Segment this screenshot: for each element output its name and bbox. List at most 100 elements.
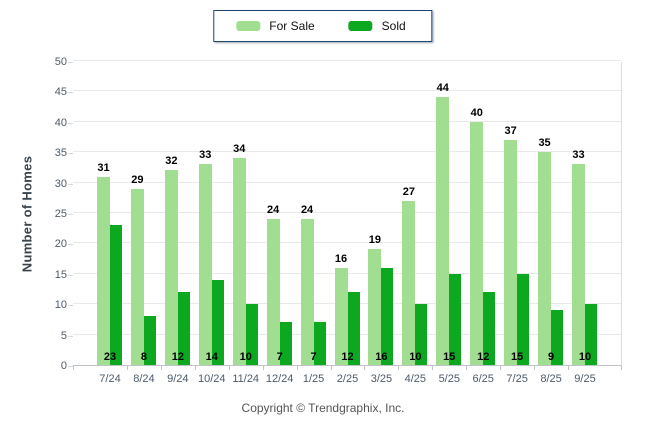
- gridline: [73, 151, 621, 153]
- sold-value-label: 10: [239, 351, 252, 363]
- y-axis-tick-label: 25: [54, 208, 67, 220]
- legend-swatch-icon: [348, 21, 373, 31]
- for-sale-value-label: 33: [572, 149, 585, 162]
- x-axis-tick: [296, 366, 298, 370]
- y-axis-tick-label: 30: [54, 177, 67, 190]
- x-axis-tick: [262, 366, 264, 370]
- for-sale-value-label: 19: [368, 234, 382, 247]
- y-axis-tick-label: 20: [54, 238, 67, 251]
- sold-bar: [483, 292, 496, 365]
- x-axis-tick: [126, 366, 128, 370]
- for-sale-value-label: 27: [402, 185, 415, 198]
- x-axis-tick: [621, 366, 622, 370]
- sold-bar: [313, 322, 326, 365]
- sold-value-label: 10: [578, 351, 592, 363]
- y-axis-tick: [68, 305, 73, 307]
- sold-bar: [517, 273, 530, 365]
- sold-bar: [110, 225, 122, 365]
- y-axis-tick: [68, 122, 73, 124]
- for-sale-value-label: 40: [470, 106, 483, 119]
- for-sale-bar: [538, 152, 552, 365]
- y-axis-tick-label: 40: [54, 116, 67, 129]
- for-sale-bar: [130, 188, 144, 365]
- x-axis-tick: [330, 366, 332, 370]
- x-axis-tick: [194, 366, 196, 370]
- x-axis-tick: [228, 366, 230, 370]
- for-sale-bar: [402, 200, 416, 365]
- for-sale-bar: [198, 164, 212, 365]
- sold-bar: [177, 292, 190, 365]
- y-axis-tick: [68, 153, 73, 155]
- sold-value-label: 23: [103, 351, 117, 363]
- x-axis-tick-label: 8/24: [133, 373, 155, 385]
- x-axis-tick-label: 6/25: [472, 373, 494, 385]
- x-axis-tick-label: 4/25: [404, 373, 427, 385]
- y-axis-tick-label: 35: [54, 147, 67, 160]
- sold-bar: [415, 304, 428, 365]
- for-sale-value-label: 34: [233, 143, 246, 156]
- y-axis-tick: [68, 183, 73, 185]
- x-axis-tick-label: 7/24: [99, 373, 121, 385]
- sold-value-label: 10: [409, 351, 422, 363]
- sold-value-label: 16: [375, 351, 388, 363]
- sold-value-label: 9: [548, 351, 555, 363]
- for-sale-bar: [436, 97, 450, 365]
- x-axis-tick: [432, 366, 434, 370]
- gridline: [73, 181, 621, 183]
- x-axis-tick-label: 7/25: [506, 373, 528, 385]
- for-sale-value-label: 37: [504, 125, 517, 138]
- for-sale-bar: [300, 219, 314, 365]
- sold-value-label: 12: [171, 351, 184, 363]
- x-axis-tick-label: 3/25: [370, 373, 393, 385]
- x-axis-tick: [568, 366, 570, 370]
- x-axis-tick-label: 2/25: [336, 373, 359, 385]
- for-sale-value-label: 24: [267, 204, 280, 217]
- y-axis-tick-label: 0: [60, 360, 67, 372]
- for-sale-value-label: 32: [165, 155, 178, 168]
- sold-bar: [211, 279, 224, 365]
- y-axis-tick-label: 45: [54, 86, 67, 99]
- x-axis-tick-label: 9/25: [574, 373, 596, 385]
- legend-label: Sold: [381, 19, 406, 33]
- x-axis-tick: [466, 366, 468, 370]
- x-axis-tick-label: 5/25: [438, 373, 460, 385]
- for-sale-bar: [470, 121, 484, 365]
- y-axis-tick-label: 10: [54, 299, 67, 312]
- x-axis-tick: [398, 366, 400, 370]
- sold-bar: [347, 292, 360, 365]
- sold-value-label: 12: [477, 351, 490, 363]
- for-sale-value-label: 33: [199, 149, 212, 162]
- copyright-text: Copyright © Trendgraphix, Inc.: [241, 401, 405, 415]
- y-axis-tick: [68, 274, 73, 276]
- y-axis-tick: [68, 335, 73, 337]
- for-sale-bar: [266, 219, 280, 365]
- legend: For Sale Sold: [213, 10, 433, 42]
- sold-value-label: 15: [443, 351, 456, 363]
- for-sale-bar: [97, 176, 110, 365]
- for-sale-bar: [232, 158, 246, 365]
- y-axis-title: Number of Homes: [19, 155, 35, 273]
- for-sale-value-label: 44: [436, 82, 449, 95]
- gridline: [73, 212, 621, 213]
- x-axis-tick: [534, 366, 536, 370]
- x-axis-tick-label: 10/24: [198, 373, 226, 385]
- for-sale-bar: [368, 249, 382, 365]
- legend-item-sold: Sold: [348, 19, 406, 33]
- y-axis-tick: [68, 62, 73, 63]
- sold-bar: [585, 304, 597, 365]
- x-axis-tick-label: 1/25: [302, 373, 325, 385]
- sold-bar: [551, 310, 564, 365]
- for-sale-value-label: 35: [538, 137, 551, 150]
- y-axis-tick: [68, 214, 73, 215]
- for-sale-bar: [334, 267, 348, 365]
- for-sale-value-label: 31: [97, 161, 110, 174]
- gridline: [73, 242, 621, 244]
- y-axis-tick: [68, 366, 73, 367]
- legend-item-for-sale: For Sale: [236, 19, 315, 33]
- gridline: [73, 90, 621, 92]
- sold-value-label: 7: [276, 351, 283, 363]
- legend-swatch-icon: [236, 21, 261, 31]
- for-sale-value-label: 16: [334, 252, 348, 265]
- x-axis-tick-label: 11/24: [232, 373, 260, 385]
